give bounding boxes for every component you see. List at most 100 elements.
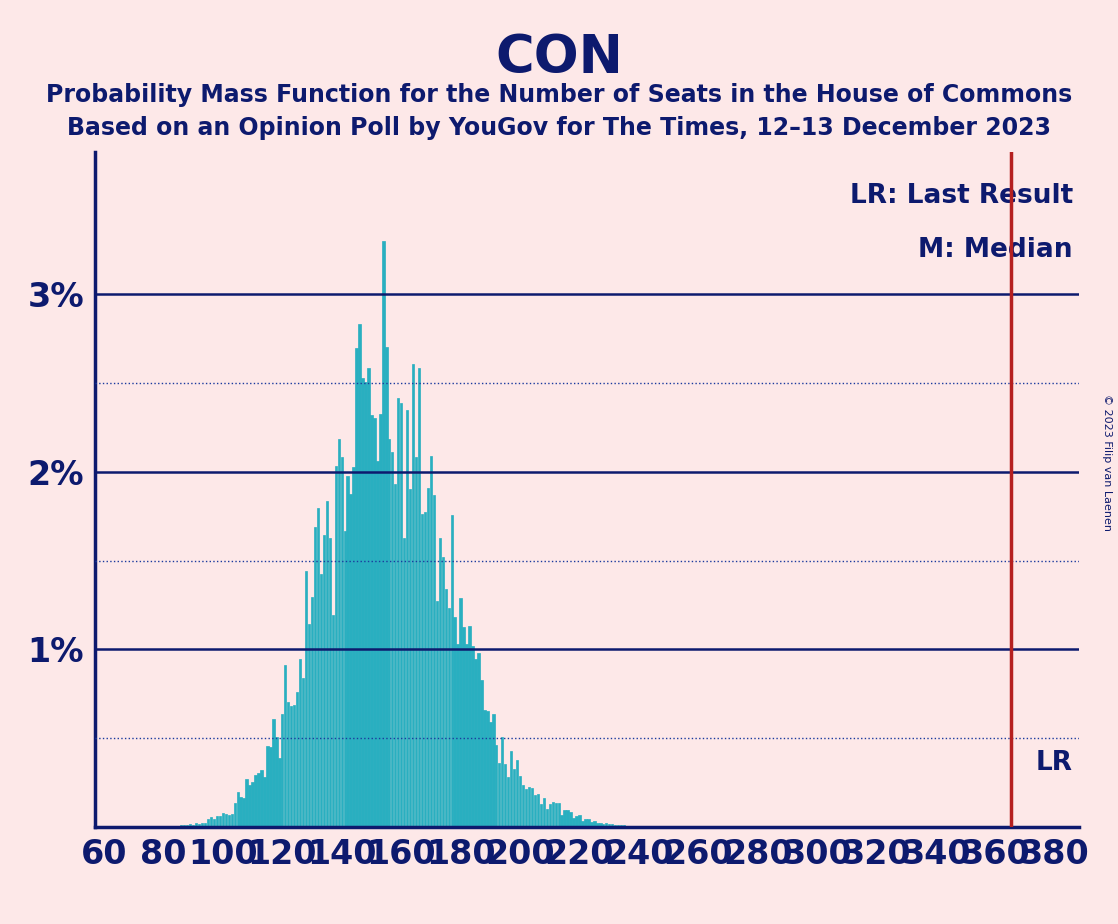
Bar [447,608,449,827]
Bar [594,821,596,827]
Bar [406,410,408,827]
Bar [614,825,616,827]
Bar [599,823,601,827]
Bar [612,824,614,827]
Bar [626,826,628,827]
Bar [402,538,406,827]
Bar [418,368,420,827]
Bar [243,798,245,827]
Bar [456,644,458,827]
Bar [269,748,272,827]
Bar [472,646,474,827]
Bar [350,494,352,827]
Text: Based on an Opinion Poll by YouGov for The Times, 12–13 December 2023: Based on an Opinion Poll by YouGov for T… [67,116,1051,140]
Bar [490,722,492,827]
Bar [620,825,623,827]
Bar [296,692,299,827]
Bar [468,626,471,827]
Bar [266,747,268,827]
Bar [290,706,293,827]
Bar [370,415,372,827]
Bar [420,514,424,827]
Bar [237,792,239,827]
Bar [451,516,453,827]
Bar [501,737,503,827]
Bar [260,770,263,827]
Bar [341,456,343,827]
Bar [540,804,542,827]
Bar [334,466,337,827]
Bar [483,710,485,827]
Text: CON: CON [495,32,623,84]
Bar [323,535,325,827]
Bar [377,461,379,827]
Bar [234,804,236,827]
Text: LR: LR [1036,750,1073,776]
Bar [429,456,432,827]
Bar [533,795,537,827]
Bar [519,776,521,827]
Bar [635,826,637,827]
Bar [608,824,610,827]
Bar [221,812,224,827]
Bar [433,495,435,827]
Bar [239,797,241,827]
Bar [427,488,429,827]
Bar [299,659,302,827]
Bar [492,714,494,827]
Bar [438,538,440,827]
Bar [397,398,399,827]
Bar [590,821,593,827]
Bar [212,819,215,827]
Bar [183,825,186,827]
Bar [316,508,319,827]
Bar [252,782,254,827]
Bar [320,574,322,827]
Bar [531,788,533,827]
Bar [555,803,557,827]
Bar [628,825,632,827]
Bar [314,527,316,827]
Bar [311,597,313,827]
Text: LR: Last Result: LR: Last Result [850,183,1073,209]
Bar [587,819,589,827]
Bar [332,615,334,827]
Bar [442,556,444,827]
Text: Probability Mass Function for the Number of Seats in the House of Commons: Probability Mass Function for the Number… [46,83,1072,107]
Bar [347,476,349,827]
Bar [352,467,354,827]
Bar [287,702,290,827]
Bar [506,777,510,827]
Bar [263,777,266,827]
Bar [257,773,259,827]
Bar [275,736,277,827]
Bar [572,818,575,827]
Bar [356,348,358,827]
Bar [382,241,385,827]
Bar [474,660,476,827]
Bar [210,817,212,827]
Bar [596,823,598,827]
Bar [192,825,195,827]
Bar [216,816,218,827]
Bar [481,680,483,827]
Bar [364,382,367,827]
Bar [180,825,182,827]
Bar [578,815,580,827]
Bar [198,824,200,827]
Bar [246,779,248,827]
Bar [563,809,566,827]
Bar [641,826,643,827]
Bar [230,814,233,827]
Bar [284,665,286,827]
Bar [515,760,519,827]
Bar [560,815,562,827]
Bar [186,825,188,827]
Bar [359,323,361,827]
Bar [504,764,506,827]
Bar [228,815,230,827]
Bar [174,826,177,827]
Bar [558,803,560,827]
Bar [569,812,571,827]
Bar [411,364,415,827]
